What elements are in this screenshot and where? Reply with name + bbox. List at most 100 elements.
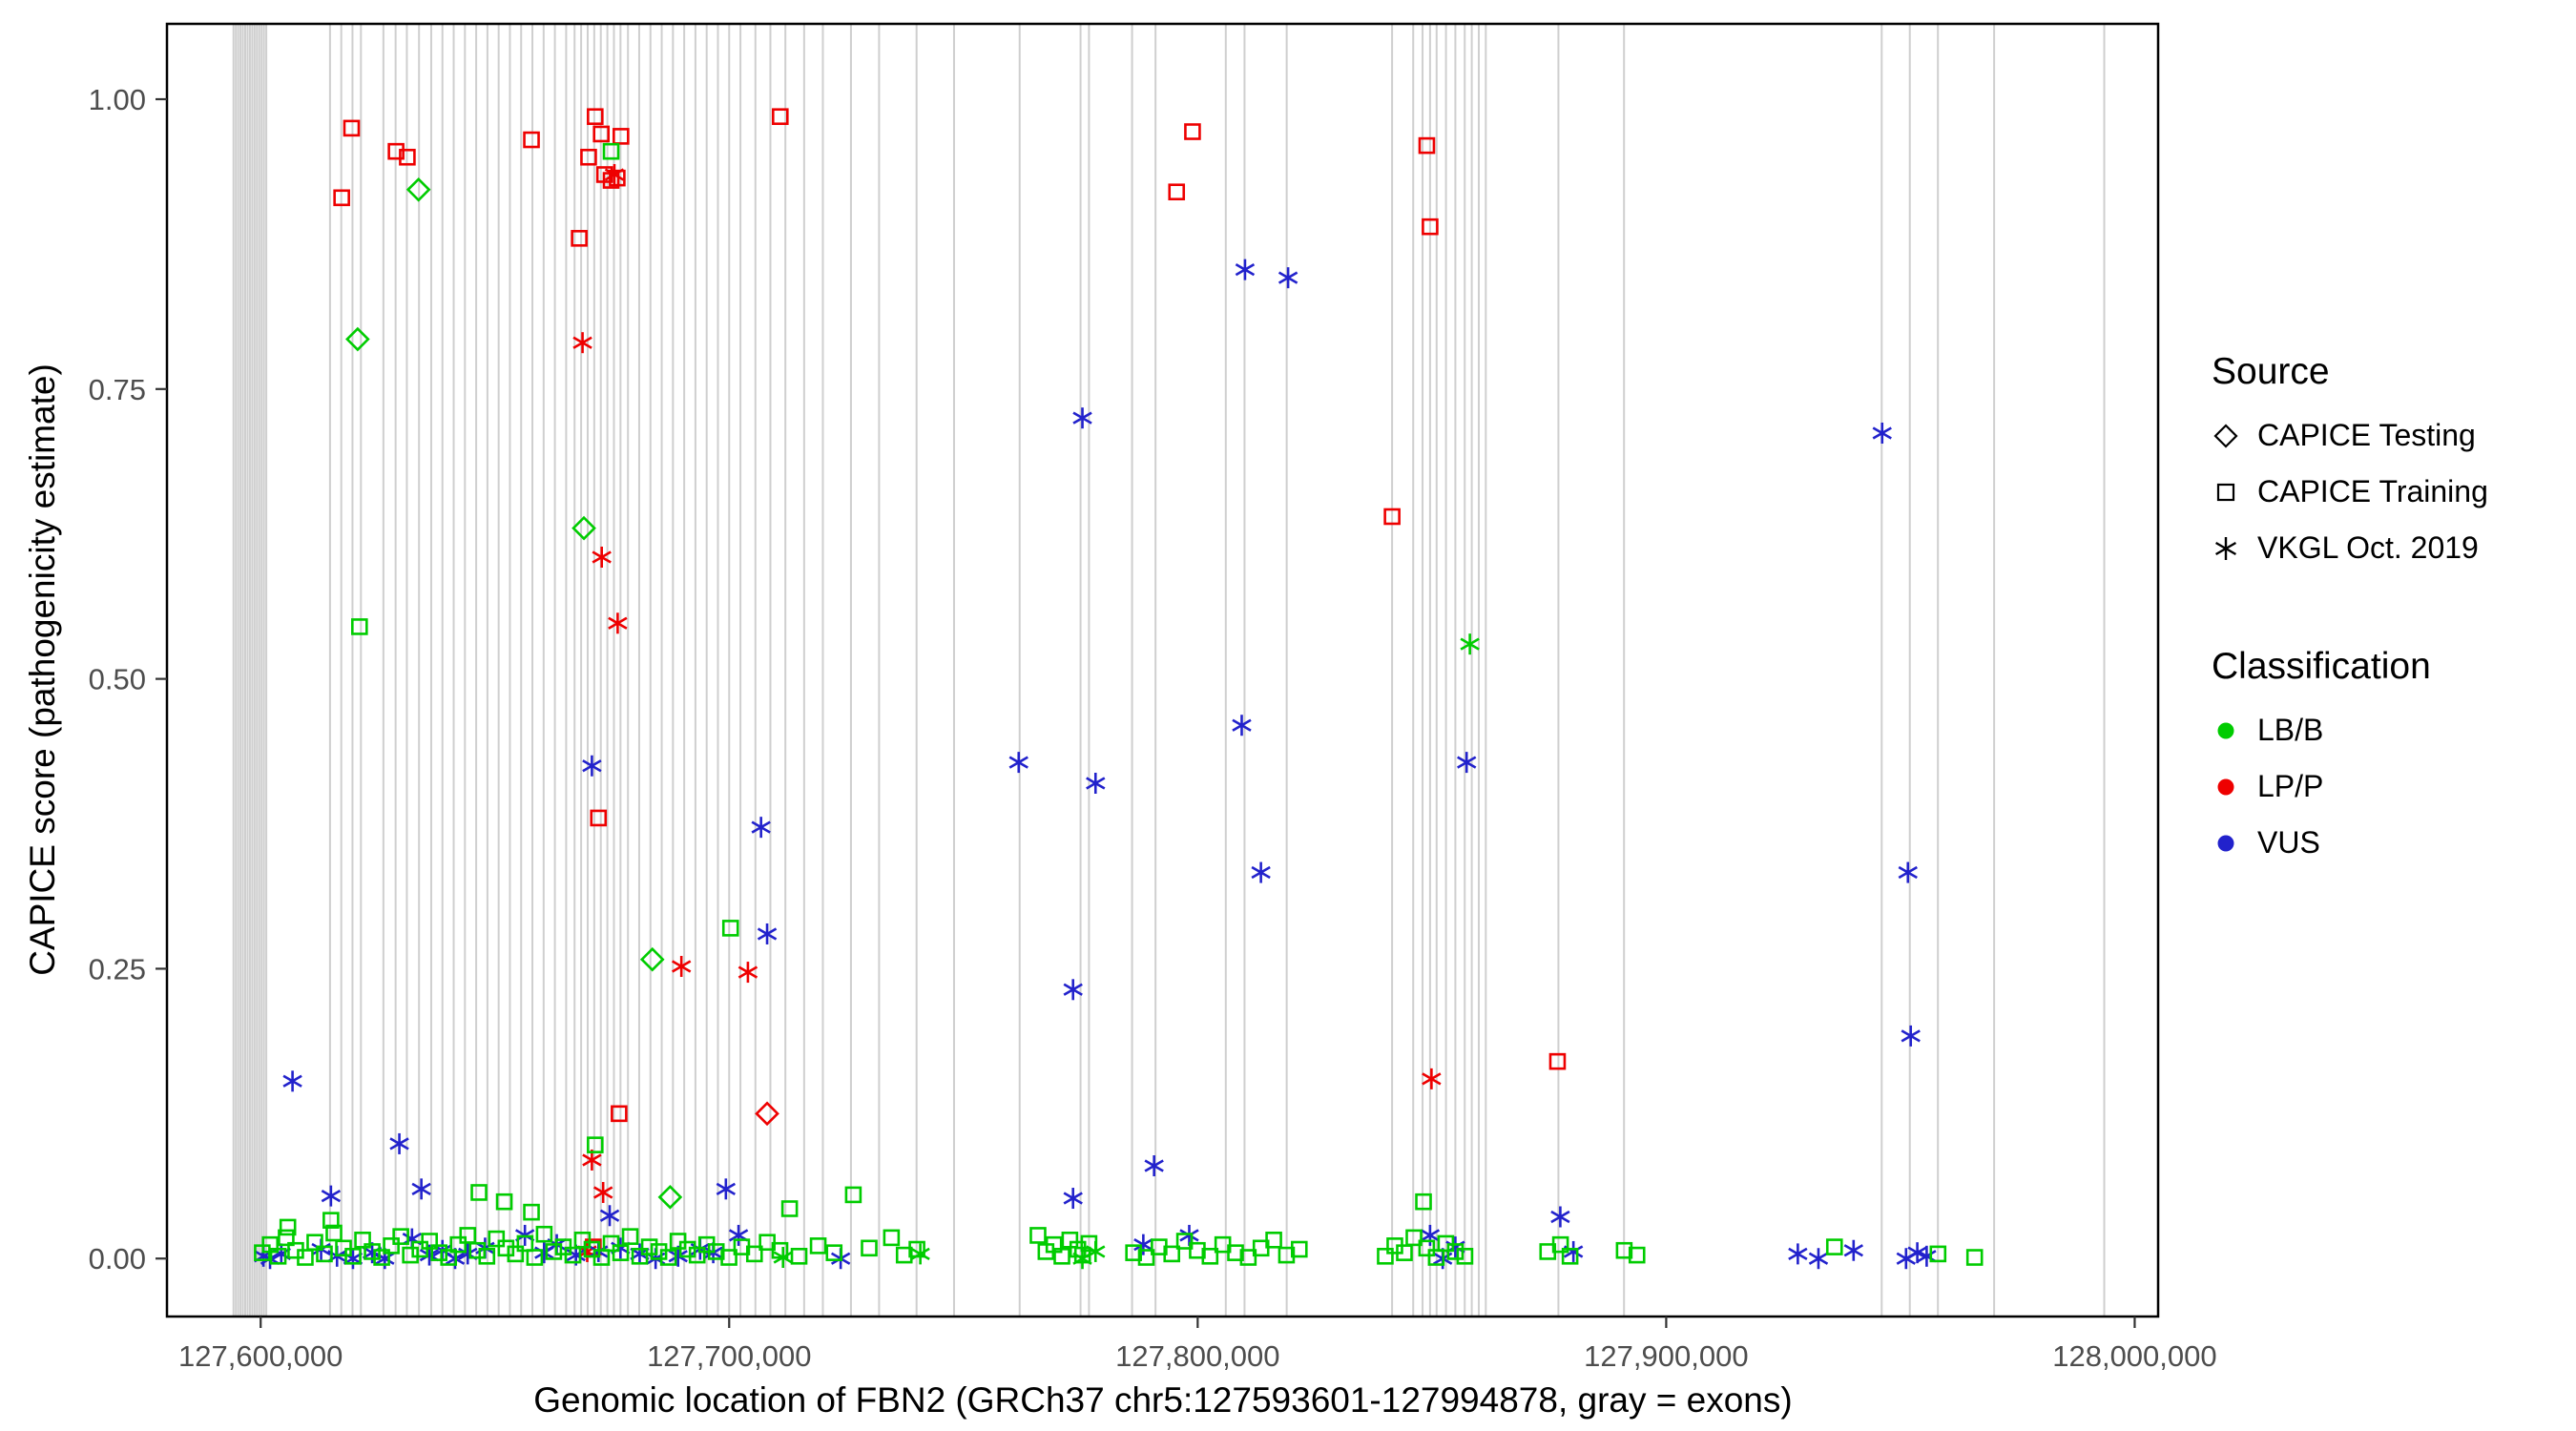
asterisk-marker-icon xyxy=(2215,536,2236,560)
data-point xyxy=(1615,1241,1633,1259)
data-point xyxy=(1232,715,1252,736)
data-point xyxy=(1227,1244,1244,1261)
data-point xyxy=(545,1243,563,1260)
legend-item-lpp: LP/P xyxy=(2212,769,2488,804)
data-point xyxy=(657,1184,683,1210)
data-point xyxy=(672,955,692,977)
data-point xyxy=(1551,1235,1569,1254)
data-point xyxy=(639,946,665,972)
data-point xyxy=(602,1234,620,1253)
data-point xyxy=(1396,1244,1413,1261)
data-point xyxy=(488,1230,506,1248)
data-point xyxy=(1917,1245,1937,1267)
x-tick-label: 127,900,000 xyxy=(1584,1339,1748,1373)
data-point xyxy=(1548,1052,1567,1070)
data-point xyxy=(604,163,625,185)
data-point xyxy=(322,1212,340,1229)
data-point xyxy=(344,1248,362,1265)
data-point xyxy=(1072,407,1092,429)
y-tick-label: 0.75 xyxy=(89,373,146,406)
data-point xyxy=(631,1248,649,1265)
data-point xyxy=(1008,752,1028,774)
data-point xyxy=(354,1231,371,1249)
data-point xyxy=(1418,1239,1436,1257)
data-point xyxy=(1080,1234,1098,1253)
data-point xyxy=(650,1243,668,1260)
data-point xyxy=(1561,1248,1579,1265)
data-point xyxy=(392,1228,409,1245)
data-point xyxy=(592,1249,611,1266)
data-point xyxy=(1415,1192,1432,1211)
data-point xyxy=(590,809,608,827)
y-tick-label: 0.25 xyxy=(89,952,146,985)
data-point xyxy=(1377,1248,1394,1265)
data-point xyxy=(755,1101,779,1127)
data-point xyxy=(608,612,628,634)
legend-item-label: CAPICE Training xyxy=(2257,474,2488,508)
data-point xyxy=(1460,633,1480,655)
data-point xyxy=(659,1249,677,1266)
data-point xyxy=(611,1105,628,1123)
data-point xyxy=(1290,1240,1308,1258)
data-point xyxy=(861,1239,878,1257)
data-point xyxy=(895,1246,913,1264)
data-point xyxy=(1427,1249,1445,1266)
classification-legend: Classification LB/B LP/P VUS xyxy=(2212,646,2488,881)
legend-item-vkgl: VKGL Oct. 2019 xyxy=(2212,530,2488,566)
data-point xyxy=(1063,1188,1083,1210)
data-point xyxy=(721,920,739,937)
y-tick-label: 0.00 xyxy=(89,1242,146,1275)
data-point xyxy=(613,128,630,145)
data-point xyxy=(809,1237,827,1255)
x-tick-label: 127,800,000 xyxy=(1115,1339,1279,1373)
data-point xyxy=(1201,1248,1219,1265)
data-point xyxy=(1163,1245,1181,1263)
data-point xyxy=(1808,1248,1829,1270)
data-point xyxy=(780,1200,799,1217)
data-point xyxy=(478,1248,496,1265)
data-point xyxy=(1053,1248,1070,1265)
data-point xyxy=(523,1203,540,1221)
legend-item-lbb: LB/B xyxy=(2212,713,2488,748)
data-point xyxy=(599,1205,620,1227)
data-point xyxy=(1788,1243,1808,1265)
data-point xyxy=(1251,861,1271,883)
data-point xyxy=(297,1249,314,1266)
data-point xyxy=(1929,1245,1947,1263)
data-point xyxy=(1137,1249,1155,1266)
data-point xyxy=(825,1244,843,1261)
data-point xyxy=(571,515,596,541)
data-point xyxy=(507,1245,525,1263)
data-point xyxy=(1422,1068,1442,1089)
data-point xyxy=(449,1235,467,1254)
data-point xyxy=(516,1234,534,1253)
data-point xyxy=(720,1249,737,1266)
data-point xyxy=(1422,218,1439,236)
data-point xyxy=(728,1224,749,1246)
data-point xyxy=(640,1238,658,1255)
legend-item-label: VUS xyxy=(2257,825,2320,860)
data-point xyxy=(399,148,416,166)
data-point xyxy=(459,1227,477,1244)
data-point xyxy=(737,962,758,984)
source-legend-title: Source xyxy=(2212,351,2330,392)
legend: Source CAPICE Testing CAPICE Training xyxy=(2212,351,2488,941)
data-point xyxy=(573,1231,592,1249)
data-point xyxy=(405,176,431,202)
data-point xyxy=(343,119,361,137)
data-point xyxy=(844,1186,862,1204)
data-point xyxy=(430,1244,448,1261)
data-point xyxy=(1418,136,1436,155)
data-point xyxy=(572,332,592,354)
data-point xyxy=(1029,1227,1047,1244)
data-point xyxy=(497,1239,515,1257)
legend-item-capice-training: CAPICE Training xyxy=(2212,474,2488,509)
data-point xyxy=(1063,979,1083,1001)
data-point xyxy=(580,148,597,166)
data-point xyxy=(592,547,612,569)
data-point xyxy=(587,108,604,126)
data-point xyxy=(383,1237,400,1255)
data-point xyxy=(1457,752,1477,774)
classification-legend-title: Classification xyxy=(2212,646,2431,687)
